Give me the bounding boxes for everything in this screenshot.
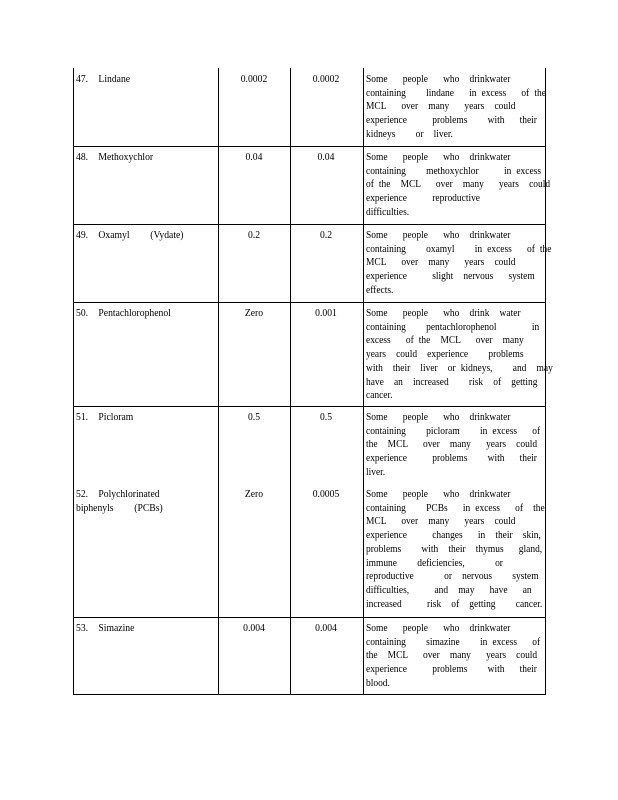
health-effects-line: difficulties. [366,206,410,218]
mclg-value: 0.2 [247,230,261,241]
contaminant-name-line: 48. Methoxychlor [76,152,154,163]
health-effects-line: Some people who drinkwater [366,412,511,423]
health-effects: Some people who drinkwater containing pic… [366,411,541,480]
contaminant-name: 52. Polychlorinated biphenyls (PCBs) [76,488,205,515]
mcl-value: 0.5 [319,412,333,423]
mcl-value: 0.2 [319,230,333,241]
contaminant-name-line: 47. Lindane [76,74,131,85]
health-effects-line: with their liver or kidneys, and may [366,362,553,374]
health-effects-line: increased risk of getting cancer. [366,598,543,610]
health-effects-line: experience reproductive [366,193,480,205]
health-effects-line: containing PCBs in excess of the [366,502,545,514]
mclg-value: 0.004 [243,623,265,634]
mcl-value: 0.001 [315,308,337,319]
health-effects-line: problems with their thymus gland, [366,543,543,555]
health-effects-line: blood. [366,677,390,689]
health-effects-line: Some people who drink water [366,308,521,319]
contaminant-name-line: 53. Simazine [76,623,135,634]
health-effects-line: immune deficiencies, or [366,557,503,569]
health-effects-line: the MCL over many years could [366,650,538,662]
health-effects-line: experience problems with their [366,115,537,127]
health-effects-line: experience problems with their [366,664,537,676]
health-effects-line: Some people who drinkwater [366,489,511,500]
health-effects-line: experience changes in their skin, [366,530,541,542]
contaminant-name: 47. Lindane [76,73,205,87]
health-effects-line: containing methoxychlor in excess [366,165,542,177]
column-divider [218,68,219,695]
health-effects-line: kidneys or liver. [366,128,453,140]
health-effects-line: have an increased risk of getting [366,376,538,388]
health-effects: Some people who drinkwater containing oxa… [366,229,552,298]
mcl-value: 0.0005 [312,489,340,500]
health-effects-line: experience problems with their [366,453,537,465]
contaminant-name: 51. Picloram [76,411,205,425]
health-effects-line: containing oxamyl in excess of the [366,243,552,255]
mclg-value: Zero [244,489,264,500]
health-effects-line: years could experience problems [366,349,524,361]
mclg-value: 0.0002 [240,74,268,85]
mcl-value: 0.04 [317,152,335,163]
contaminant-name: 49. Oxamyl (Vydate) [76,229,205,243]
contaminant-name-line: 51. Picloram [76,412,134,423]
mclg-value: 0.04 [245,152,263,163]
contaminant-name: 50. Pentachlorophenol [76,307,205,321]
health-effects: Some people who drinkwater containing sim… [366,622,541,691]
health-effects-line: Some people who drinkwater [366,230,511,241]
row-divider [73,406,546,407]
table-border [73,694,546,695]
health-effects: Some people who drinkwater containing PCB… [366,488,545,611]
health-effects-line: Some people who drinkwater [366,623,511,634]
health-effects: Some people who drink water containing pe… [366,307,553,403]
health-effects-line: MCL over many years could [366,516,516,528]
row-divider [73,146,546,147]
health-effects-line: containing picloram in excess of [366,425,541,437]
health-effects-line: MCL over many years could [366,101,516,113]
health-effects-line: of the MCL over many years could [366,179,551,191]
mcl-value: 0.004 [315,623,337,634]
health-effects-line: reproductive or nervous system [366,571,539,583]
health-effects-line: effects. [366,284,394,296]
contaminant-name-line: 52. Polychlorinated [76,489,160,500]
mcl-value: 0.0002 [312,74,340,85]
mclg-value: Zero [244,308,264,319]
contaminant-name-line: biphenyls (PCBs) [76,502,163,514]
health-effects-line: cancer. [366,390,393,402]
row-divider [73,302,546,303]
health-effects-line: experience slight nervous system [366,271,535,283]
health-effects-line: difficulties, and may have an [366,584,532,596]
row-divider [73,617,546,618]
mclg-value: 0.5 [247,412,261,423]
health-effects-line: containing simazine in excess of [366,636,541,648]
health-effects-line: liver. [366,466,386,478]
health-effects-line: containing lindane in excess of the [366,87,546,99]
health-effects-line: containing pentachlorophenol in [366,321,540,333]
contaminant-name: 48. Methoxychlor [76,151,205,165]
table-border [73,68,74,695]
row-divider [73,224,546,225]
contaminant-name-line: 50. Pentachlorophenol [76,308,171,319]
table-border [545,68,546,695]
health-effects-line: Some people who drinkwater [366,152,511,163]
health-effects-line: MCL over many years could [366,257,516,269]
health-effects: Some people who drinkwater containing met… [366,151,551,220]
column-divider [363,68,364,695]
health-effects-line: Some people who drinkwater [366,74,511,85]
column-divider [290,68,291,695]
contaminant-name-line: 49. Oxamyl (Vydate) [76,230,184,241]
health-effects-line: excess of the MCL over many [366,335,524,347]
contaminant-name: 53. Simazine [76,622,205,636]
health-effects: Some people who drinkwater containing lin… [366,73,546,142]
health-effects-line: the MCL over many years could [366,439,538,451]
